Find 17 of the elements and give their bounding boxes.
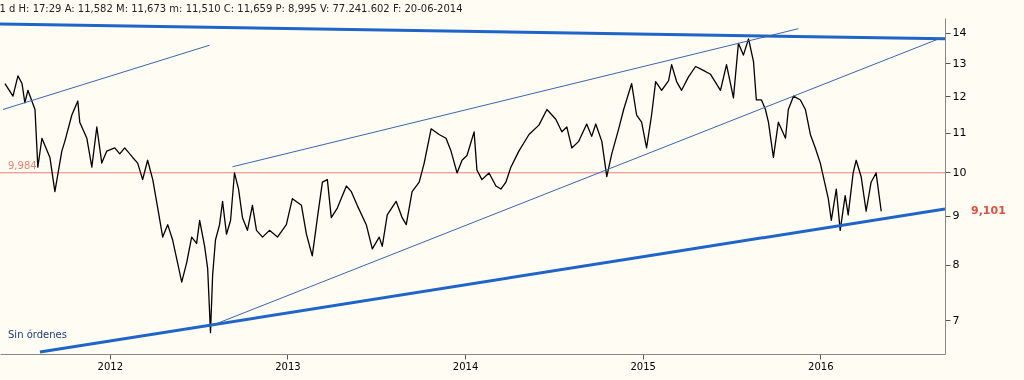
x-tick-label: 2012 — [97, 360, 123, 372]
x-tick-label: 2016 — [808, 360, 834, 372]
x-tick-label: 2014 — [452, 360, 479, 372]
y-tick-label: 13 — [952, 56, 967, 70]
annotation: 9,101 — [971, 204, 1006, 218]
y-tick-label: 9 — [952, 209, 960, 223]
y-tick-label: 8 — [952, 258, 960, 272]
ref-line-label: 9,984 — [8, 159, 37, 171]
x-tick-label: 2015 — [630, 360, 656, 372]
y-tick-label: 14 — [952, 26, 967, 40]
y-tick-label: 11 — [952, 126, 967, 140]
y-tick-label: 12 — [952, 89, 967, 103]
annotation: Sin órdenes — [8, 329, 67, 340]
x-tick-label: 2013 — [275, 360, 301, 372]
y-tick-label: 7 — [952, 313, 960, 327]
chart-title: 1 d H: 17:29 A: 11,582 M: 11,673 m: 11,510 C: 11,659 P: 8,995 V: 77.241.602 F: 20-06-2014 — [0, 3, 463, 14]
y-tick-label: 10 — [952, 165, 967, 179]
